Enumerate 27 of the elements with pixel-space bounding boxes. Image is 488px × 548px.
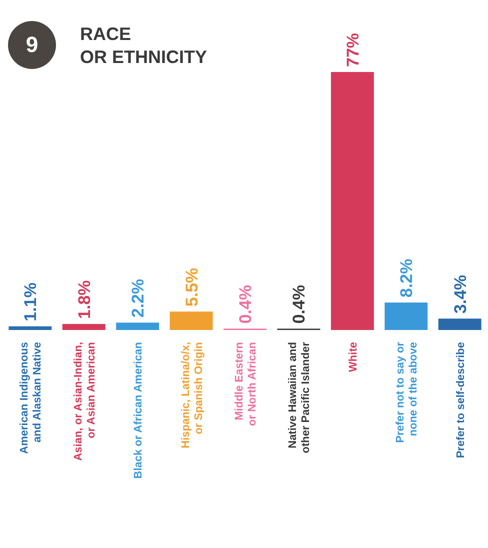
data-label: 0.4% [236,284,255,324]
x-tick-label: Asian, or Asian-Indian, or Asian American [72,342,98,461]
x-tick-label: Black or African American [132,342,145,479]
x-tick-label: Hispanic, Latina/o/x, or Spanish Origin [180,342,205,448]
data-label: 2.2% [128,278,148,318]
x-tick-label: Native Hawaiian and other Pacific Islander [287,341,312,454]
bar [438,318,482,330]
data-label: 8.2% [397,258,416,298]
bar [170,312,213,330]
text: 9 [26,32,38,57]
data-label: 77% [343,32,362,67]
x-tick-label: Prefer not to say or none of the above [394,341,420,443]
x-tick-label: American Indigenous and Alaskan Native [18,342,44,454]
data-label: 1.8% [74,280,94,319]
data-label: 0.4% [290,284,309,324]
data-label: 3.4% [450,274,470,314]
bar [384,302,428,330]
x-tick-label: Prefer to self-describe [454,342,467,458]
data-label: 5.5% [182,268,202,307]
bar [8,326,52,330]
x-tick-label: White [347,342,360,372]
bar [330,72,374,330]
bar [62,324,106,330]
x-tick-label: Middle Eastern or North African [234,342,258,426]
bar [116,322,160,330]
data-label: 1.1% [21,282,40,322]
chart-title: RACE OR ETHNICITY [80,24,208,67]
